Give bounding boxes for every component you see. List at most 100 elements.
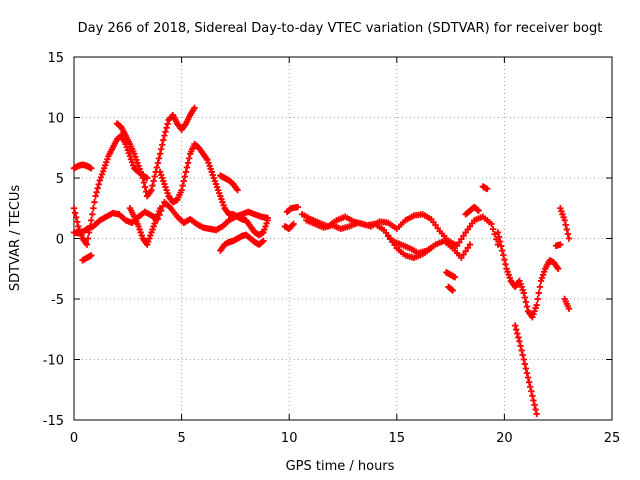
data-point	[72, 214, 80, 221]
data-point	[513, 326, 520, 333]
data-point	[520, 289, 527, 297]
data-point	[562, 221, 569, 229]
x-tick-label: 25	[604, 431, 621, 446]
data-point	[528, 388, 535, 395]
ticks: 0 5 10 15 20 25 -15 -10 -5 0 5 10 15	[43, 51, 621, 446]
data-point	[234, 186, 241, 194]
data-point	[499, 247, 506, 254]
data-point	[449, 287, 456, 294]
data-point	[88, 165, 95, 172]
data-point	[156, 150, 164, 157]
data-point	[294, 203, 302, 211]
data-point	[475, 207, 482, 214]
data-point	[535, 289, 543, 297]
data-point	[162, 128, 169, 135]
data-point	[495, 233, 503, 241]
data-point	[185, 155, 193, 162]
y-axis-label: SDTVAR / TECUs	[8, 185, 23, 292]
data-point	[85, 229, 93, 236]
data-point	[460, 251, 467, 258]
data-point	[532, 406, 539, 413]
data-point	[522, 365, 530, 372]
data-point	[533, 301, 540, 309]
data-point	[555, 265, 562, 272]
y-tick-label: -10	[43, 354, 64, 369]
x-axis-label: GPS time / hours	[286, 459, 395, 474]
data-point	[148, 186, 155, 194]
data-point	[184, 159, 192, 167]
data-point	[150, 177, 157, 185]
data-point	[531, 401, 538, 409]
data-point	[564, 230, 572, 238]
data-point	[529, 392, 536, 399]
data-point	[181, 173, 189, 180]
data-point	[153, 164, 161, 171]
data-point	[88, 217, 95, 224]
data-point	[524, 374, 532, 381]
data-point	[483, 185, 491, 193]
data-point	[563, 226, 571, 233]
data-point	[523, 303, 531, 310]
data-point	[501, 256, 508, 263]
data-point	[94, 185, 101, 192]
data-point	[179, 182, 186, 189]
data-point	[458, 235, 465, 243]
data-point	[160, 136, 167, 144]
x-tick-label: 15	[389, 431, 406, 446]
data-marks	[70, 104, 573, 418]
data-point	[154, 159, 162, 167]
data-point	[458, 254, 465, 262]
data-point	[521, 360, 529, 368]
data-point	[88, 252, 95, 259]
data-point	[91, 199, 98, 206]
data-point	[84, 235, 92, 242]
data-point	[500, 251, 507, 259]
data-point	[86, 223, 94, 230]
chart-title: Day 266 of 2018, Sidereal Day-to-day VTE…	[78, 21, 603, 36]
x-tick-label: 0	[70, 431, 78, 446]
data-point	[140, 179, 148, 186]
data-point	[155, 155, 163, 162]
data-point	[448, 286, 455, 293]
data-point	[156, 205, 164, 212]
data-point	[518, 347, 525, 354]
data-point	[515, 334, 522, 341]
y-tick-label: -15	[43, 414, 64, 429]
data-point	[525, 378, 533, 386]
data-point	[488, 220, 495, 228]
data-point	[496, 238, 504, 245]
y-tick-label: 5	[56, 172, 64, 187]
data-point	[71, 209, 79, 216]
y-tick-label: -5	[51, 293, 64, 308]
data-point	[497, 242, 505, 250]
data-point	[178, 186, 185, 194]
data-point	[523, 369, 531, 377]
data-point	[89, 211, 96, 218]
data-point	[90, 205, 97, 212]
data-point	[511, 322, 519, 329]
data-point	[139, 174, 147, 182]
data-point	[93, 189, 100, 196]
data-point	[92, 192, 99, 200]
data-point	[290, 220, 297, 228]
data-point	[141, 183, 149, 191]
data-point	[561, 217, 568, 224]
data-point	[260, 237, 267, 245]
data-point	[163, 124, 170, 131]
data-point	[565, 305, 573, 312]
data-point	[456, 239, 463, 246]
data-point	[460, 232, 467, 239]
data-point	[453, 242, 461, 249]
data-point	[520, 356, 527, 363]
data-point	[95, 181, 102, 188]
data-point	[180, 177, 187, 185]
data-point	[533, 410, 540, 418]
data-point	[536, 283, 544, 291]
data-point	[191, 104, 198, 112]
data-point	[83, 241, 91, 248]
data-point	[149, 182, 156, 189]
data-point	[527, 383, 534, 390]
data-point	[489, 225, 497, 233]
data-point	[183, 164, 191, 171]
y-tick-label: 15	[47, 51, 64, 66]
